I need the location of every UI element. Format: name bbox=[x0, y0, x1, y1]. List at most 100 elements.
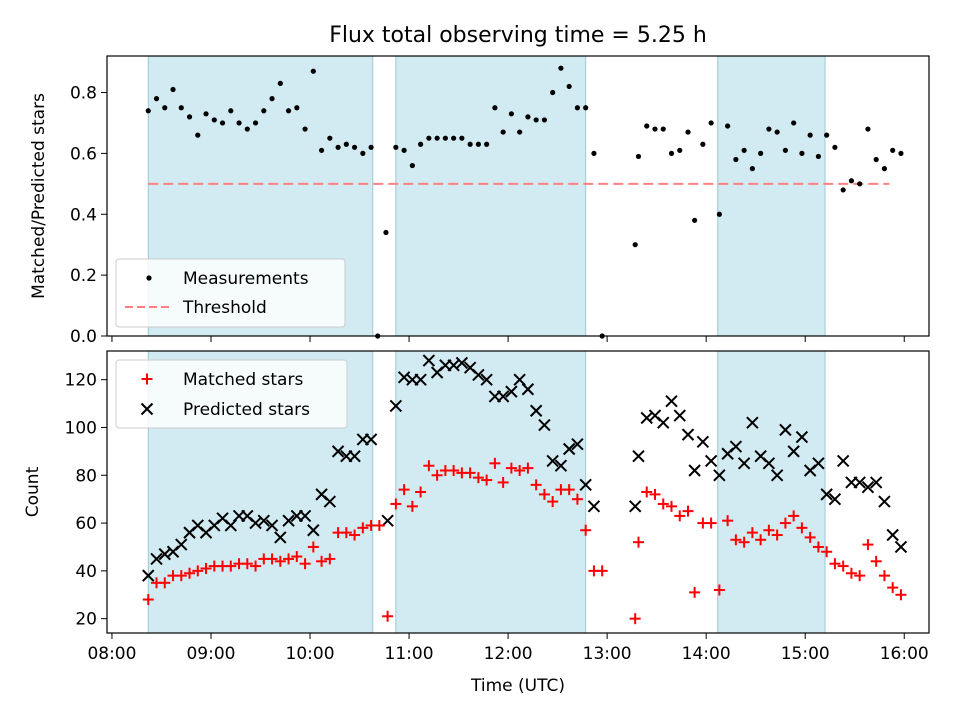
predicted-star-point bbox=[331, 445, 345, 458]
measurement-point bbox=[873, 156, 879, 163]
marker-stroke bbox=[787, 445, 800, 458]
marker-stroke bbox=[836, 454, 850, 468]
measurement-point bbox=[351, 144, 358, 150]
marker-stroke bbox=[665, 394, 678, 408]
x-tick-label: 11:00 bbox=[385, 644, 434, 664]
matched-star-point bbox=[307, 541, 319, 553]
marker-stroke bbox=[894, 540, 908, 554]
measurement-point bbox=[733, 156, 739, 163]
matched-star-point bbox=[349, 529, 361, 541]
measurement-point bbox=[409, 162, 415, 169]
measurement-point bbox=[758, 150, 764, 156]
matched-stars-points bbox=[142, 457, 907, 625]
predicted-star-point bbox=[389, 399, 403, 413]
predicted-star-point bbox=[422, 354, 436, 367]
marker-stroke bbox=[241, 509, 254, 523]
matched-star-point bbox=[845, 567, 857, 579]
measurement-point bbox=[840, 187, 846, 193]
matched-star-point bbox=[357, 522, 369, 534]
matched-star-point bbox=[200, 562, 212, 574]
marker-stroke bbox=[820, 488, 833, 501]
y-tick-label: 40 bbox=[75, 562, 97, 582]
marker-stroke bbox=[861, 481, 875, 494]
predicted-star-point bbox=[795, 430, 809, 444]
legend-label-matched: Matched stars bbox=[183, 370, 303, 390]
predicted-star-point bbox=[554, 459, 568, 472]
marker-stroke bbox=[529, 404, 543, 417]
x-tick-label: 08:00 bbox=[87, 644, 136, 664]
matched-star-point bbox=[497, 476, 509, 488]
matched-star-point bbox=[730, 534, 742, 546]
measurement-point bbox=[644, 123, 650, 129]
measurement-point bbox=[335, 144, 341, 150]
measurement-point bbox=[211, 117, 217, 123]
marker-stroke bbox=[648, 409, 662, 422]
x-axis-bottom: 08:00 09:00 10:00 11:00 12:00 13:00 14:00 15:00… bbox=[87, 633, 929, 664]
measurement-point bbox=[782, 147, 788, 153]
marker-stroke bbox=[282, 514, 295, 527]
matched-star-point bbox=[547, 496, 559, 508]
marker-stroke bbox=[640, 411, 653, 425]
ratio-panel: Flux total observing time = 5.25 h 0.00.… bbox=[29, 23, 930, 347]
shaded-interval bbox=[395, 55, 587, 337]
marker-stroke bbox=[298, 509, 312, 523]
marker-stroke bbox=[257, 514, 271, 527]
measurement-point bbox=[508, 111, 514, 117]
marker-stroke bbox=[140, 402, 154, 416]
measurement-point bbox=[294, 105, 300, 111]
measurement-point bbox=[791, 120, 797, 126]
measurement-point bbox=[442, 135, 448, 141]
marker-stroke bbox=[628, 500, 642, 513]
matched-star-point bbox=[763, 524, 775, 536]
matched-star-point bbox=[821, 546, 833, 558]
marker-stroke bbox=[538, 418, 551, 432]
marker-stroke bbox=[579, 478, 592, 492]
matched-star-point bbox=[481, 474, 493, 486]
legend-top: Measurements Threshold bbox=[115, 258, 346, 328]
matched-star-point bbox=[472, 472, 484, 484]
measurement-point bbox=[195, 132, 201, 138]
matched-star-point bbox=[250, 560, 262, 572]
measurement-point bbox=[558, 65, 564, 71]
marker-stroke bbox=[191, 519, 204, 532]
marker-stroke bbox=[681, 428, 695, 441]
measurement-point bbox=[451, 135, 457, 141]
chart-title: Flux total observing time = 5.25 h bbox=[329, 23, 707, 48]
predicted-star-point bbox=[274, 531, 287, 544]
measurement-point bbox=[716, 211, 722, 217]
predicted-star-point bbox=[472, 368, 485, 382]
predicted-star-point bbox=[770, 469, 784, 482]
matched-star-point bbox=[505, 462, 517, 474]
marker-stroke bbox=[422, 354, 436, 367]
matched-star-point bbox=[184, 567, 196, 579]
y-tick-label: 20 bbox=[75, 610, 97, 630]
matched-star-point bbox=[862, 539, 874, 551]
predicted-star-point bbox=[836, 454, 850, 468]
marker-stroke bbox=[729, 440, 743, 453]
measurement-point bbox=[261, 108, 267, 114]
marker-stroke bbox=[513, 373, 526, 386]
measurement-point bbox=[327, 135, 333, 141]
measurement-point bbox=[459, 135, 465, 141]
matched-star-point bbox=[580, 524, 592, 536]
measurement-point bbox=[401, 147, 407, 153]
measurement-point bbox=[500, 129, 506, 135]
predicted-star-point bbox=[665, 394, 678, 408]
predicted-star-point bbox=[886, 528, 899, 542]
measurement-point bbox=[541, 117, 548, 123]
predicted-star-point bbox=[861, 481, 875, 494]
matched-star-point bbox=[464, 467, 476, 479]
marker-stroke bbox=[632, 449, 645, 463]
marker-stroke bbox=[323, 495, 337, 508]
legend-plus-marker bbox=[141, 373, 153, 385]
measurement-point bbox=[832, 144, 838, 150]
measurement-points bbox=[145, 65, 904, 339]
matched-star-point bbox=[722, 515, 734, 527]
measurement-point bbox=[162, 105, 168, 111]
matched-star-point bbox=[641, 486, 653, 498]
marker-stroke bbox=[657, 416, 670, 429]
measurement-point bbox=[145, 108, 151, 114]
measurement-point bbox=[484, 141, 490, 147]
y-tick-label: 0.8 bbox=[70, 84, 97, 104]
matched-star-point bbox=[887, 582, 899, 594]
